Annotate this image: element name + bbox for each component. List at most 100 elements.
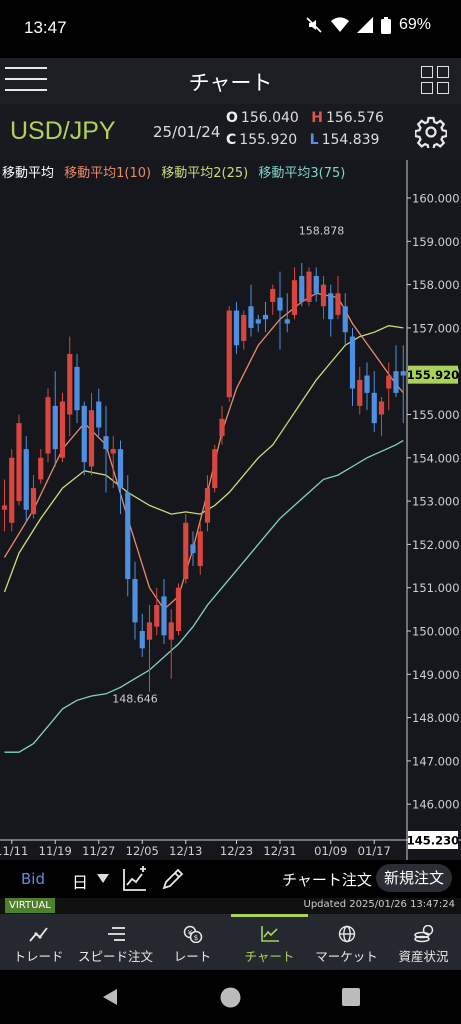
rate-icon: $¥ bbox=[183, 925, 202, 943]
tab-label: レート bbox=[173, 949, 212, 964]
candle-body bbox=[1, 505, 8, 510]
candle-body bbox=[16, 423, 22, 502]
bottom-tab-bar: トレード スピード注文 $ ¥ レート チャート マーケット 資産状況 bbox=[0, 914, 461, 970]
mute-icon bbox=[306, 17, 322, 33]
x-tick-label: 12/13 bbox=[169, 844, 202, 858]
chevron-down-icon[interactable] bbox=[97, 874, 109, 883]
tab-rate[interactable]: $ ¥ レート bbox=[154, 914, 231, 970]
x-tick-label: 12/23 bbox=[220, 844, 253, 858]
candle-body bbox=[190, 544, 196, 554]
candle-body bbox=[38, 457, 44, 480]
candle-body bbox=[23, 449, 29, 510]
candle-body bbox=[96, 401, 102, 428]
bottom-price-tag bbox=[408, 831, 458, 849]
status-line: VIRTUAL Updated 2025/01/26 13:47:24 bbox=[0, 898, 461, 914]
current-price-tag bbox=[408, 365, 458, 384]
tab-label: マーケット bbox=[315, 949, 378, 964]
status-bar: 13:47 69% bbox=[0, 0, 461, 58]
currency-pair[interactable]: USD/JPY bbox=[10, 117, 116, 145]
high-price-marker: 158.878 bbox=[299, 225, 345, 238]
tab-label: チャート bbox=[244, 949, 295, 964]
y-tick-label: 160.000 bbox=[412, 192, 460, 206]
candle-body bbox=[262, 314, 269, 320]
candle-body bbox=[110, 449, 116, 454]
chart-order-button[interactable]: チャート注文 bbox=[282, 871, 372, 889]
candle-body bbox=[74, 366, 80, 411]
app-header: チャート bbox=[0, 58, 461, 104]
candle-body bbox=[291, 280, 298, 315]
period-select[interactable]: 日 bbox=[72, 873, 89, 892]
moving-average-legend: 移動平均 移動平均1(10) 移動平均2(25) 移動平均3(75) bbox=[2, 162, 351, 181]
candle-body bbox=[357, 379, 363, 406]
x-tick-label: 01/09 bbox=[314, 844, 347, 858]
tab-label: トレード bbox=[13, 949, 64, 964]
status-time: 13:47 bbox=[24, 18, 67, 37]
open-label: O bbox=[226, 110, 238, 126]
tab-label: スピード注文 bbox=[77, 949, 153, 964]
candle-body bbox=[299, 275, 305, 302]
tab-speed-order[interactable]: スピード注文 bbox=[77, 914, 154, 970]
wifi-icon bbox=[330, 17, 349, 32]
candle-body bbox=[30, 488, 37, 515]
candle-body bbox=[342, 306, 348, 333]
new-order-button[interactable]: 新規注文 bbox=[376, 864, 452, 892]
y-tick-label: 155.000 bbox=[412, 408, 460, 422]
candle-body bbox=[313, 275, 319, 294]
tab-trade[interactable]: トレード bbox=[0, 914, 77, 970]
chart-icon bbox=[260, 926, 279, 942]
add-indicator-icon[interactable] bbox=[122, 866, 148, 892]
home-icon[interactable] bbox=[220, 987, 241, 1008]
low-label: L bbox=[309, 132, 319, 148]
candle-body bbox=[248, 306, 254, 328]
candle-body bbox=[132, 579, 138, 623]
menu-icon[interactable] bbox=[5, 67, 47, 95]
draw-pen-icon[interactable] bbox=[160, 866, 186, 892]
legend-title: 移動平均 bbox=[2, 166, 55, 181]
layout-grid-icon[interactable] bbox=[421, 66, 449, 94]
system-nav-bar bbox=[0, 970, 461, 1024]
assets-icon bbox=[413, 925, 433, 943]
candle-body bbox=[103, 436, 109, 450]
x-tick-label: 11/27 bbox=[82, 844, 115, 858]
candle-body bbox=[9, 457, 15, 523]
legend-ma1: 移動平均1(10) bbox=[64, 166, 152, 181]
legend-ma3: 移動平均3(75) bbox=[258, 166, 346, 181]
y-tick-label: 151.000 bbox=[412, 581, 460, 595]
candle-body bbox=[204, 488, 211, 523]
candle-body bbox=[364, 375, 370, 393]
tab-market[interactable]: マーケット bbox=[308, 914, 385, 970]
candle-body bbox=[139, 631, 145, 649]
price-chart[interactable]: 160.000159.000158.000157.000156.000155.0… bbox=[0, 160, 461, 860]
trade-icon bbox=[28, 927, 48, 942]
candle-body bbox=[386, 375, 392, 389]
candle-body bbox=[378, 401, 385, 415]
candle-body bbox=[59, 401, 66, 458]
virtual-badge: VIRTUAL bbox=[5, 898, 55, 913]
settings-gear-icon[interactable] bbox=[415, 116, 447, 148]
recents-icon[interactable] bbox=[342, 988, 360, 1006]
x-tick-label: 11/19 bbox=[39, 844, 72, 858]
back-icon[interactable] bbox=[100, 987, 120, 1007]
candle-body bbox=[320, 284, 327, 307]
candle-body bbox=[226, 310, 232, 398]
candle-body bbox=[88, 410, 95, 467]
candle-body bbox=[45, 397, 51, 454]
battery-percent: 69% bbox=[398, 16, 431, 33]
ohlc-row-1: O 156.040 H 156.576 bbox=[226, 110, 384, 126]
candle-body bbox=[371, 392, 377, 424]
y-tick-label: 157.000 bbox=[412, 321, 460, 335]
candle-body bbox=[67, 353, 73, 415]
tab-label: 資産状況 bbox=[398, 949, 449, 964]
market-icon bbox=[338, 925, 355, 943]
status-icons: 69% bbox=[305, 16, 431, 34]
signal-icon bbox=[356, 17, 373, 33]
chart-toolbar: Bid 日 チャート注文 新規注文 bbox=[0, 860, 461, 898]
high-label: H bbox=[311, 110, 323, 126]
candle-body bbox=[197, 531, 203, 567]
bid-ask-toggle[interactable]: Bid bbox=[21, 870, 45, 888]
tab-assets[interactable]: 資産状況 bbox=[385, 914, 461, 970]
tab-chart[interactable]: チャート bbox=[231, 914, 308, 970]
candle-body bbox=[233, 310, 240, 346]
low-value: 154.839 bbox=[321, 132, 380, 148]
legend-ma2: 移動平均2(25) bbox=[161, 166, 249, 181]
